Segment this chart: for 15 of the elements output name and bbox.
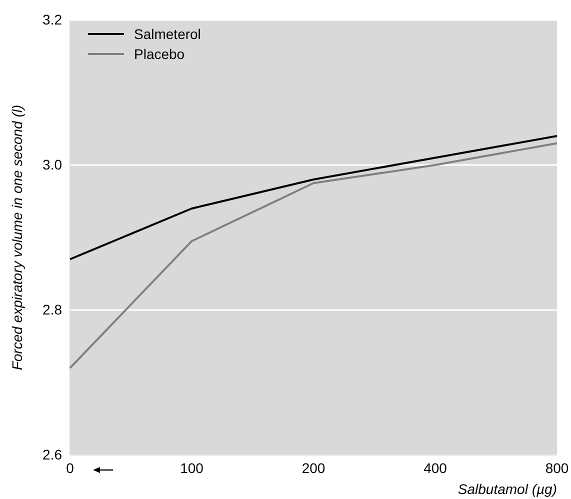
x-tick-label: 800 [545,460,569,476]
x-tick-label: 0 [66,460,74,476]
legend-label: Salmeterol [134,26,201,42]
y-tick-label: 3.0 [42,156,62,172]
y-tick-label: 2.6 [42,446,62,462]
x-axis-title: Salbutamol (µg) [458,481,557,497]
y-axis-title: Forced expiratory volume in one second (l) [9,104,25,370]
x-tick-label: 200 [302,460,326,476]
y-tick-label: 2.8 [42,301,62,318]
x-tick-label: 400 [424,460,448,476]
legend-label: Placebo [134,46,185,62]
y-tick-label: 3.2 [42,11,62,28]
line-series [69,142,558,369]
line-series [69,135,558,260]
x-tick-label: 100 [180,460,204,476]
